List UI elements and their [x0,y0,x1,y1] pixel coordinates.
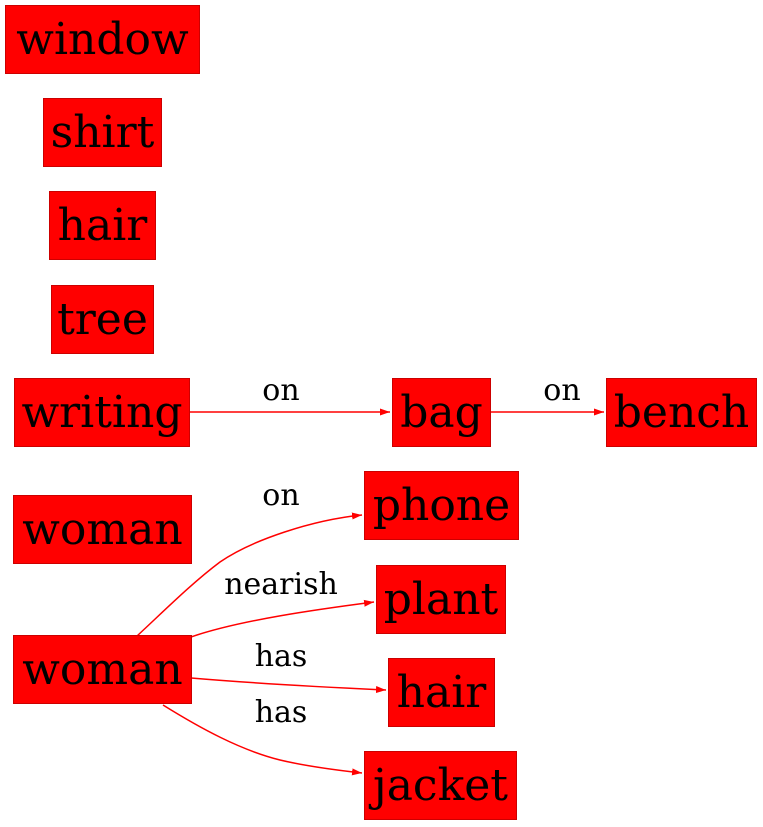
edge-woman2-jacket [162,704,363,776]
node-hair: hair [49,191,156,260]
edge-label-woman2-jacket: has [255,695,308,730]
edge-woman2-hair2 [190,677,387,694]
edge-label-bag-bench: on [543,373,580,408]
node-woman-2: woman [13,635,192,704]
node-window: window [5,5,200,74]
node-shirt: shirt [43,98,162,167]
node-hair-2: hair [388,658,495,727]
edge-woman2-phone [136,512,363,637]
node-woman: woman [13,495,192,564]
node-jacket: jacket [364,751,517,820]
edge-label-woman2-phone: on [262,478,299,513]
edge-woman2-plant [190,599,375,638]
node-bag: bag [392,378,491,447]
node-plant: plant [376,565,506,634]
node-bench: bench [606,378,757,447]
edge-label-writing-bag: on [262,373,299,408]
node-phone: phone [364,471,519,540]
edge-label-woman2-plant: nearish [224,567,338,602]
node-writing: writing [14,378,190,447]
node-tree: tree [51,285,154,354]
edge-label-woman2-hair2: has [255,639,308,674]
